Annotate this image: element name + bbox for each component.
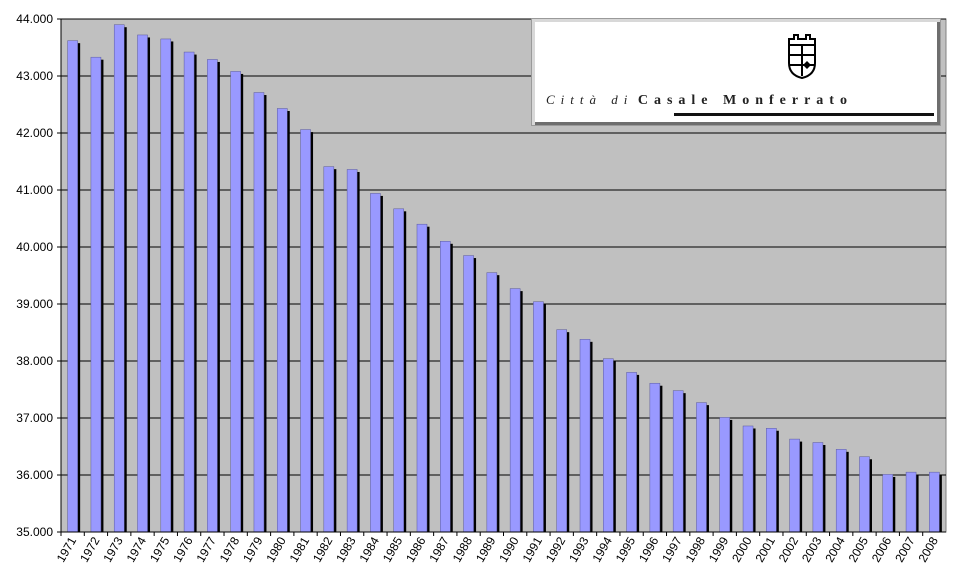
x-tick-label: 2005	[846, 534, 872, 564]
bar	[160, 38, 172, 533]
bar	[90, 56, 102, 533]
x-tick-label: 1998	[683, 534, 709, 564]
bar	[370, 193, 381, 533]
bar	[649, 382, 661, 533]
bar	[882, 474, 894, 533]
x-tick-label: 1981	[287, 534, 313, 564]
x-tick-label: 1982	[310, 534, 336, 564]
x-tick-label: 1992	[543, 534, 569, 564]
y-tick-label: 40.000	[16, 240, 53, 254]
bar	[463, 255, 474, 533]
x-tick-label: 2000	[729, 534, 755, 564]
x-tick-label: 1974	[124, 534, 150, 564]
bar	[789, 438, 800, 533]
bar	[67, 40, 78, 533]
logo-underline	[674, 113, 934, 116]
x-axis-ticks: 1971197219731974197519761977197819791980…	[54, 532, 941, 565]
x-tick-label: 1997	[659, 534, 685, 564]
y-tick-label: 43.000	[16, 69, 53, 83]
bar	[719, 417, 731, 533]
city-logo-panel: Città di Casale Monferrato	[531, 18, 941, 126]
bar	[603, 358, 614, 533]
bar	[346, 169, 358, 533]
x-tick-label: 1979	[240, 534, 266, 564]
bar	[416, 223, 428, 533]
bar	[207, 59, 218, 533]
x-tick-label: 1980	[263, 534, 289, 564]
x-tick-label: 2007	[892, 534, 918, 564]
x-tick-label: 1993	[566, 534, 592, 564]
bar	[579, 339, 591, 533]
bar	[766, 428, 777, 533]
x-tick-label: 1996	[636, 534, 662, 564]
x-tick-label: 1985	[380, 534, 406, 564]
x-tick-label: 2003	[799, 534, 825, 564]
x-tick-label: 1988	[450, 534, 476, 564]
y-tick-label: 38.000	[16, 354, 53, 368]
bar	[556, 329, 567, 533]
x-tick-label: 1987	[426, 534, 452, 564]
x-tick-label: 2001	[752, 534, 778, 564]
x-tick-label: 1977	[194, 534, 220, 564]
bar	[137, 34, 148, 533]
x-tick-label: 1973	[100, 534, 126, 564]
bar	[440, 241, 451, 533]
bar	[672, 390, 684, 533]
y-tick-label: 35.000	[16, 525, 53, 539]
bar	[253, 92, 265, 533]
x-tick-label: 1971	[54, 534, 80, 564]
logo-city-name: Casale Monferrato	[637, 93, 853, 108]
bar	[323, 166, 335, 533]
y-tick-label: 37.000	[16, 411, 53, 425]
bar	[486, 272, 498, 533]
x-tick-label: 1989	[473, 534, 499, 564]
bar	[113, 24, 125, 533]
logo-city-prefix: Città di	[546, 92, 634, 107]
x-tick-label: 2002	[776, 534, 802, 564]
bar	[812, 442, 824, 533]
x-tick-label: 1995	[613, 534, 639, 564]
bar	[276, 108, 288, 533]
y-axis-ticks: 35.000 36.000 37.000 38.000 39.000 40.000 41.0…	[16, 12, 61, 539]
y-tick-label: 41.000	[16, 183, 53, 197]
bar	[859, 456, 870, 533]
x-tick-label: 1990	[496, 534, 522, 564]
x-tick-label: 1976	[170, 534, 196, 564]
bar	[230, 71, 241, 533]
bar	[696, 402, 707, 533]
bar	[905, 471, 917, 533]
bar-series	[67, 24, 942, 533]
x-tick-label: 1983	[333, 534, 359, 564]
y-tick-label: 39.000	[16, 297, 53, 311]
bar	[626, 372, 637, 533]
x-tick-label: 1978	[217, 534, 243, 564]
bar	[835, 449, 847, 533]
bar	[300, 129, 311, 533]
x-tick-label: 1994	[589, 534, 615, 564]
x-tick-label: 1999	[706, 534, 732, 564]
x-tick-label: 1984	[357, 534, 383, 564]
y-tick-label: 36.000	[16, 468, 53, 482]
bar	[183, 51, 195, 533]
y-tick-label: 44.000	[16, 12, 53, 26]
x-tick-label: 2006	[869, 534, 895, 564]
logo-text: Città di Casale Monferrato	[546, 91, 853, 109]
bar	[929, 471, 940, 533]
y-tick-label: 42.000	[16, 126, 53, 140]
x-tick-label: 1986	[403, 534, 429, 564]
x-tick-label: 1991	[520, 534, 546, 564]
coat-of-arms-icon	[788, 34, 816, 79]
x-tick-label: 2004	[822, 534, 848, 564]
bar	[742, 425, 754, 533]
bar	[533, 301, 544, 533]
x-tick-label: 2008	[915, 534, 941, 564]
x-tick-label: 1972	[77, 534, 103, 564]
bar	[393, 208, 404, 533]
x-tick-label: 1975	[147, 534, 173, 564]
bar	[509, 288, 521, 533]
